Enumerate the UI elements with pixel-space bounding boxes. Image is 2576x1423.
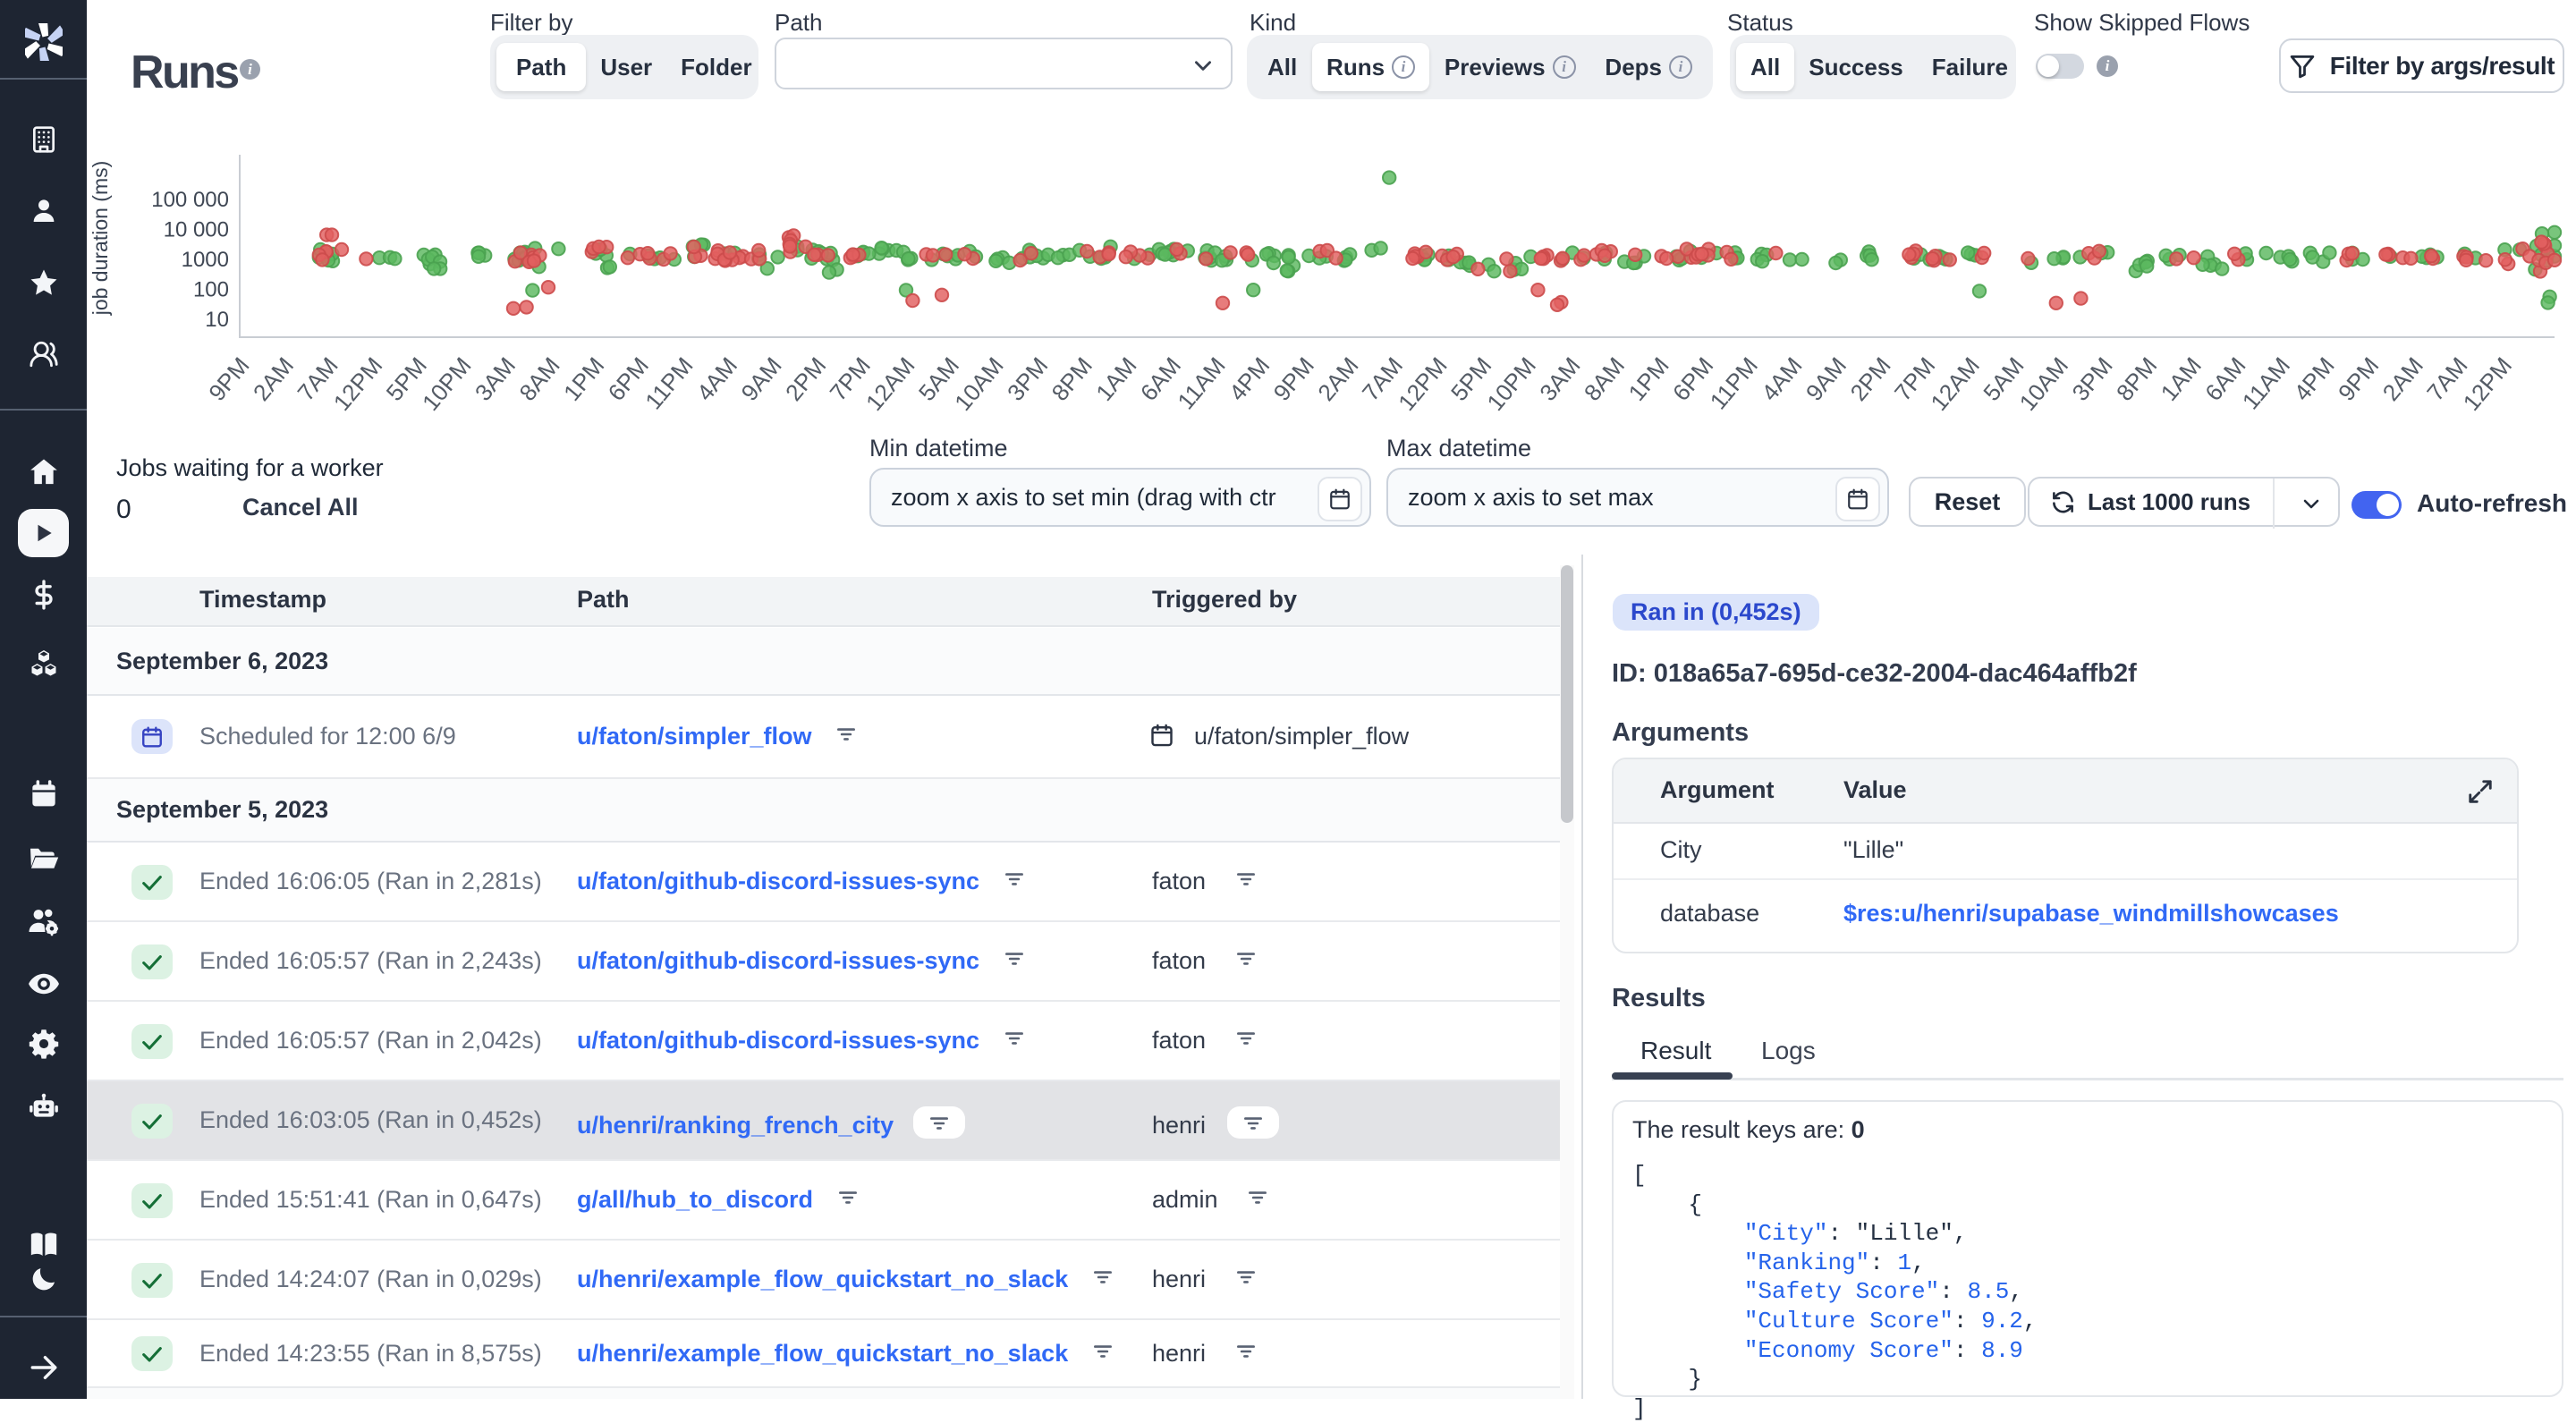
svg-text:4AM: 4AM — [1756, 352, 1807, 406]
svg-text:11PM: 11PM — [1705, 352, 1763, 415]
svg-text:11AM: 11AM — [2237, 352, 2295, 415]
svg-text:12PM: 12PM — [328, 352, 388, 416]
svg-text:9PM: 9PM — [1268, 352, 1319, 406]
svg-text:1AM: 1AM — [2156, 352, 2207, 406]
svg-text:9PM: 9PM — [2333, 352, 2384, 406]
svg-text:11PM: 11PM — [640, 352, 698, 415]
svg-text:1PM: 1PM — [1623, 352, 1674, 406]
svg-text:10 000: 10 000 — [164, 218, 229, 242]
svg-text:4PM: 4PM — [2288, 352, 2339, 406]
svg-text:12AM: 12AM — [860, 352, 920, 416]
svg-text:8PM: 8PM — [2111, 352, 2162, 406]
svg-text:100 000: 100 000 — [151, 188, 229, 212]
svg-text:9AM: 9AM — [735, 352, 786, 406]
svg-text:3AM: 3AM — [470, 352, 521, 406]
svg-text:2AM: 2AM — [1312, 352, 1363, 406]
svg-text:10PM: 10PM — [1481, 352, 1541, 416]
svg-text:8AM: 8AM — [1579, 352, 1630, 406]
svg-text:2AM: 2AM — [248, 352, 299, 406]
svg-text:100: 100 — [193, 278, 229, 302]
svg-text:8AM: 8AM — [513, 352, 564, 406]
svg-text:3PM: 3PM — [2066, 352, 2117, 406]
svg-text:12PM: 12PM — [2458, 352, 2518, 416]
svg-text:4PM: 4PM — [1224, 352, 1275, 406]
svg-text:9AM: 9AM — [1801, 352, 1852, 406]
svg-text:10PM: 10PM — [417, 352, 477, 416]
svg-text:1000: 1000 — [182, 248, 229, 272]
svg-text:2PM: 2PM — [780, 352, 831, 406]
svg-text:1AM: 1AM — [1090, 352, 1141, 406]
svg-text:3PM: 3PM — [1002, 352, 1053, 406]
svg-text:2PM: 2PM — [1844, 352, 1895, 406]
svg-text:4AM: 4AM — [691, 352, 742, 406]
svg-text:12PM: 12PM — [1393, 352, 1453, 416]
svg-text:2AM: 2AM — [2377, 352, 2428, 406]
svg-text:10: 10 — [205, 308, 229, 332]
svg-text:12AM: 12AM — [1925, 352, 1985, 416]
svg-text:1PM: 1PM — [558, 352, 609, 406]
svg-text:job duration (ms): job duration (ms) — [89, 161, 112, 317]
svg-text:11AM: 11AM — [1172, 352, 1230, 415]
svg-text:10AM: 10AM — [2014, 352, 2074, 416]
svg-text:10AM: 10AM — [949, 352, 1009, 416]
svg-text:8PM: 8PM — [1046, 352, 1097, 406]
svg-text:9PM: 9PM — [203, 352, 254, 406]
svg-text:3AM: 3AM — [1534, 352, 1585, 406]
